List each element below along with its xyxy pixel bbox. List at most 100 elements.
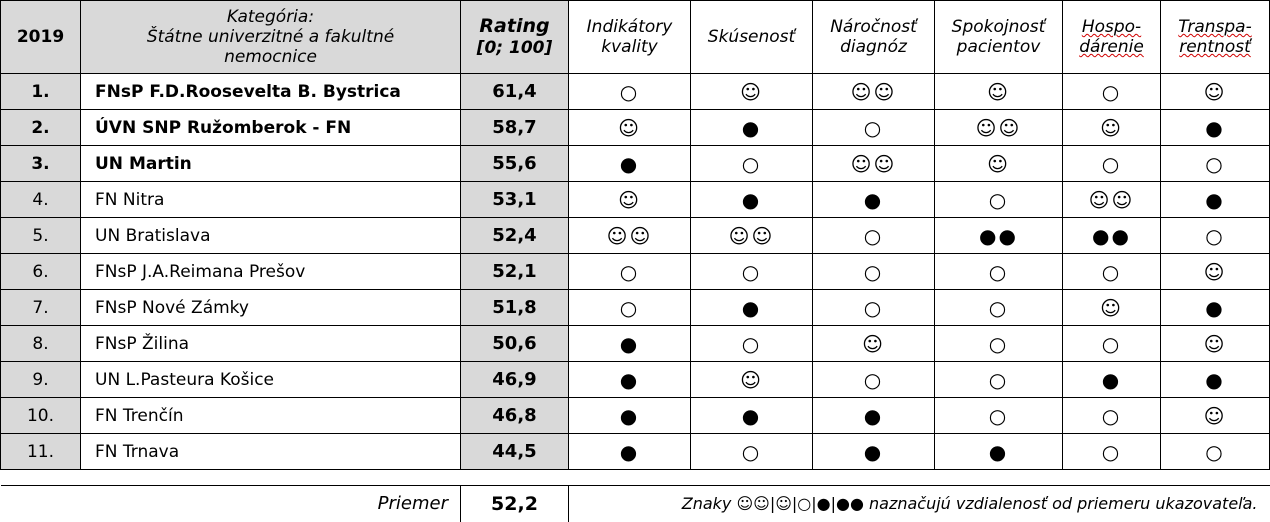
rank-cell: 7. bbox=[0, 289, 81, 326]
symbol-skusenost: ☺ bbox=[690, 361, 813, 398]
rating-value: 44,5 bbox=[460, 433, 569, 470]
rating-value: 46,8 bbox=[460, 397, 569, 434]
symbol-spokojnost: ○ bbox=[934, 397, 1063, 434]
symbol-indikatory: ● bbox=[568, 433, 691, 470]
footer-row: Priemer 52,2 Znaky ☺☺|☺|○|●|●● naznačujú… bbox=[0, 485, 1270, 522]
header-row: 2019 Kategória: Štátne univerzitné a fak… bbox=[0, 0, 1270, 74]
col-header-spokojnost: Spokojnosť pacientov bbox=[934, 0, 1063, 74]
table-row: 11. FN Trnava 44,5 ● ○ ● ● ○ ○ bbox=[0, 433, 1270, 470]
symbol-skusenost: ○ bbox=[690, 253, 813, 290]
rank-cell: 6. bbox=[0, 253, 81, 290]
symbol-narocnost: ○ bbox=[812, 361, 935, 398]
hospital-name: FNsP J.A.Reimana Prešov bbox=[80, 253, 461, 290]
rating-value: 52,4 bbox=[460, 217, 569, 254]
symbol-skusenost: ☺ bbox=[690, 73, 813, 110]
symbol-indikatory: ● bbox=[568, 325, 691, 362]
col-header-line: Hospo- bbox=[1081, 17, 1142, 37]
symbol-narocnost: ☺☺ bbox=[812, 73, 935, 110]
symbol-skusenost: ● bbox=[690, 397, 813, 434]
table-row: 9. UN L.Pasteura Košice 46,9 ● ☺ ○ ○ ● ● bbox=[0, 361, 1270, 398]
symbol-hospodarenie: ○ bbox=[1062, 253, 1161, 290]
table-body: 1. FNsP F.D.Roosevelta B. Bystrica 61,4 ○ ☺ ☺… bbox=[0, 73, 1270, 470]
symbol-hospodarenie: ○ bbox=[1062, 73, 1161, 110]
legend-note: Znaky ☺☺|☺|○|●|●● naznačujú vzdialenosť … bbox=[568, 485, 1270, 522]
symbol-skusenost: ○ bbox=[690, 433, 813, 470]
symbol-hospodarenie: ☺☺ bbox=[1062, 181, 1161, 218]
symbol-skusenost: ☺☺ bbox=[690, 217, 813, 254]
symbol-spokojnost: ●● bbox=[934, 217, 1063, 254]
symbol-narocnost: ○ bbox=[812, 289, 935, 326]
symbol-spokojnost: ☺ bbox=[934, 73, 1063, 110]
hospital-name: FNsP F.D.Roosevelta B. Bystrica bbox=[80, 73, 461, 110]
symbol-transparentnost: ● bbox=[1160, 181, 1270, 218]
symbol-spokojnost: ○ bbox=[934, 181, 1063, 218]
symbol-transparentnost: ☺ bbox=[1160, 397, 1270, 434]
rank-cell: 8. bbox=[0, 325, 81, 362]
col-header-line: Transpa- bbox=[1178, 17, 1252, 37]
category-name-cont: nemocnice bbox=[224, 47, 317, 67]
symbol-spokojnost: ○ bbox=[934, 289, 1063, 326]
symbol-transparentnost: ● bbox=[1160, 289, 1270, 326]
symbol-transparentnost: ☺ bbox=[1160, 325, 1270, 362]
col-header-line: kvality bbox=[601, 37, 658, 57]
symbol-hospodarenie: ● bbox=[1062, 361, 1161, 398]
rank-cell: 4. bbox=[0, 181, 81, 218]
col-header-skusenost: Skúsenosť bbox=[690, 0, 813, 74]
table-row: 3. UN Martin 55,6 ● ○ ☺☺ ☺ ○ ○ bbox=[0, 145, 1270, 182]
rating-header: Rating [0; 100] bbox=[460, 0, 569, 74]
hospital-name: UN Martin bbox=[80, 145, 461, 182]
hospital-name: FN Trenčín bbox=[80, 397, 461, 434]
symbol-hospodarenie: ○ bbox=[1062, 397, 1161, 434]
rating-value: 52,1 bbox=[460, 253, 569, 290]
rank-cell: 10. bbox=[0, 397, 81, 434]
symbol-indikatory: ○ bbox=[568, 289, 691, 326]
symbol-indikatory: ○ bbox=[568, 253, 691, 290]
col-header-line: diagnóz bbox=[840, 37, 907, 57]
symbol-skusenost: ○ bbox=[690, 145, 813, 182]
col-header-line: Spokojnosť bbox=[951, 17, 1046, 37]
symbol-hospodarenie: ○ bbox=[1062, 145, 1161, 182]
col-header-line: rentnosť bbox=[1179, 37, 1251, 57]
symbol-hospodarenie: ☺ bbox=[1062, 109, 1161, 146]
col-header-line: Skúsenosť bbox=[707, 27, 796, 47]
col-header-line: dárenie bbox=[1079, 37, 1144, 57]
symbol-indikatory: ☺ bbox=[568, 109, 691, 146]
symbol-spokojnost: ○ bbox=[934, 325, 1063, 362]
rating-value: 55,6 bbox=[460, 145, 569, 182]
hospital-name: UN L.Pasteura Košice bbox=[80, 361, 461, 398]
rank-cell: 9. bbox=[0, 361, 81, 398]
hospital-name: ÚVN SNP Ružomberok - FN bbox=[80, 109, 461, 146]
rating-value: 58,7 bbox=[460, 109, 569, 146]
symbol-skusenost: ● bbox=[690, 109, 813, 146]
symbol-spokojnost: ● bbox=[934, 433, 1063, 470]
col-header-line: Indikátory bbox=[586, 17, 673, 37]
table-row: 7. FNsP Nové Zámky 51,8 ○ ● ○ ○ ☺ ● bbox=[0, 289, 1270, 326]
symbol-skusenost: ● bbox=[690, 181, 813, 218]
table-row: 10. FN Trenčín 46,8 ● ● ● ○ ○ ☺ bbox=[0, 397, 1270, 434]
rating-value: 53,1 bbox=[460, 181, 569, 218]
col-header-line: Náročnosť bbox=[830, 17, 917, 37]
symbol-transparentnost: ● bbox=[1160, 361, 1270, 398]
rank-cell: 1. bbox=[0, 73, 81, 110]
hospital-name: FN Nitra bbox=[80, 181, 461, 218]
symbol-spokojnost: ○ bbox=[934, 361, 1063, 398]
symbol-hospodarenie: ○ bbox=[1062, 433, 1161, 470]
symbol-narocnost: ☺ bbox=[812, 325, 935, 362]
average-value: 52,2 bbox=[460, 485, 569, 522]
year-header: 2019 bbox=[0, 0, 81, 74]
hospital-name: FNsP Nové Zámky bbox=[80, 289, 461, 326]
table-row: 1. FNsP F.D.Roosevelta B. Bystrica 61,4 ○ ☺ ☺… bbox=[0, 73, 1270, 110]
rating-value: 61,4 bbox=[460, 73, 569, 110]
rank-cell: 5. bbox=[0, 217, 81, 254]
table-row: 5. UN Bratislava 52,4 ☺☺ ☺☺ ○ ●● ●● ○ bbox=[0, 217, 1270, 254]
symbol-skusenost: ● bbox=[690, 289, 813, 326]
symbol-indikatory: ● bbox=[568, 397, 691, 434]
rating-title: Rating bbox=[479, 15, 550, 37]
average-label: Priemer bbox=[0, 485, 461, 522]
col-header-line: pacientov bbox=[956, 37, 1041, 57]
rating-value: 50,6 bbox=[460, 325, 569, 362]
col-header-transparentnost: Transpa- rentnosť bbox=[1160, 0, 1270, 74]
hospital-name: UN Bratislava bbox=[80, 217, 461, 254]
symbol-indikatory: ● bbox=[568, 361, 691, 398]
table-row: 4. FN Nitra 53,1 ☺ ● ● ○ ☺☺ ● bbox=[0, 181, 1270, 218]
